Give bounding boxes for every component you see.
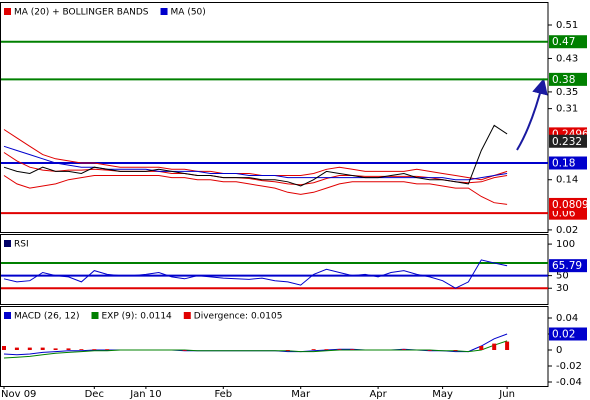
divergence-bar <box>401 349 406 350</box>
divergence-bar <box>79 349 84 350</box>
legend-swatch <box>91 312 99 319</box>
divergence-bar <box>27 347 32 350</box>
last-value-box <box>549 327 587 341</box>
divergence-bar <box>14 347 19 350</box>
y-tick-label: 0.35 <box>556 87 578 98</box>
y-tick-label: 0.51 <box>556 20 578 31</box>
lower-band-value: 0.0809 <box>552 199 589 211</box>
y-tick-label: 0 <box>556 345 562 356</box>
legend-label: RSI <box>14 240 29 250</box>
divergence-bar <box>53 348 58 350</box>
divergence-bar <box>40 347 45 350</box>
y-tick-label: 50 <box>556 271 569 282</box>
y-tick-label: 0.14 <box>556 175 578 186</box>
x-tick-label: Mar <box>291 389 311 400</box>
divergence-bar <box>505 341 510 350</box>
panel-frame <box>0 234 549 305</box>
legend-label: MACD (26, 12) <box>14 312 80 322</box>
series-line <box>3 124 508 187</box>
legend-swatch <box>4 240 11 247</box>
x-tick-label: Jun <box>498 389 515 400</box>
last-value: 65.79 <box>552 260 582 272</box>
series-line <box>3 152 508 186</box>
divergence-bar <box>350 349 355 350</box>
level-label-box <box>549 156 587 170</box>
legend-label: MA (50) <box>171 8 206 18</box>
series-line <box>3 145 508 181</box>
panel-frame <box>0 2 549 233</box>
y-tick-label: 0.43 <box>556 53 578 64</box>
panel-frame <box>0 306 549 387</box>
divergence-bar <box>311 349 316 350</box>
y-tick-label: 0.02 <box>556 225 578 236</box>
legend-swatch <box>183 312 191 319</box>
marker-label: 0.232 <box>552 136 582 148</box>
divergence-bar <box>337 349 342 350</box>
level-label: 0.18 <box>552 158 575 170</box>
level-label-box <box>549 35 587 49</box>
divergence-bar <box>2 346 6 350</box>
series-line <box>3 259 508 289</box>
x-tick-label: Nov 09 <box>1 389 36 400</box>
last-value: 0.02 <box>552 329 575 341</box>
divergence-bar <box>324 349 329 350</box>
y-tick-label: -0.04 <box>556 377 582 388</box>
divergence-bar <box>427 350 432 351</box>
series-line <box>3 340 508 359</box>
band-line <box>3 129 508 181</box>
y-tick-label: 0.31 <box>556 104 578 115</box>
divergence-bar <box>453 350 458 351</box>
forecast-arrow <box>516 78 548 151</box>
legend-label: Divergence: 0.0105 <box>194 312 283 322</box>
y-tick-label: -0.02 <box>556 361 582 372</box>
legend-label: EXP (9): 0.0114 <box>102 312 173 322</box>
y-tick-label: 0.04 <box>556 313 578 324</box>
level-label: 0.47 <box>552 36 575 48</box>
y-tick-label: 30 <box>556 283 569 294</box>
legend-swatch <box>4 8 11 15</box>
divergence-bar <box>105 349 110 350</box>
x-tick-label: Feb <box>214 389 232 400</box>
lower-band-value-box <box>549 197 587 211</box>
last-value-box <box>549 259 587 273</box>
band-line <box>3 175 508 205</box>
level-label-box <box>549 72 587 86</box>
legend-swatch <box>160 8 168 15</box>
divergence-bar <box>66 348 71 350</box>
divergence-bar <box>182 350 187 351</box>
divergence-bar <box>92 349 97 350</box>
divergence-bar <box>492 343 497 350</box>
x-tick-label: Dec <box>85 389 104 400</box>
divergence-bar <box>479 346 484 350</box>
divergence-bar <box>285 350 290 351</box>
x-tick-label: Apr <box>369 389 387 400</box>
x-tick-label: May <box>432 389 453 400</box>
x-tick-label: Jan 10 <box>129 389 161 400</box>
legend-label: MA (20) + BOLLINGER BANDS <box>14 8 149 18</box>
legend-swatch <box>4 312 11 319</box>
marker-label-box <box>549 134 587 148</box>
y-tick-label: 100 <box>556 239 575 250</box>
level-label: 0.38 <box>552 74 575 86</box>
